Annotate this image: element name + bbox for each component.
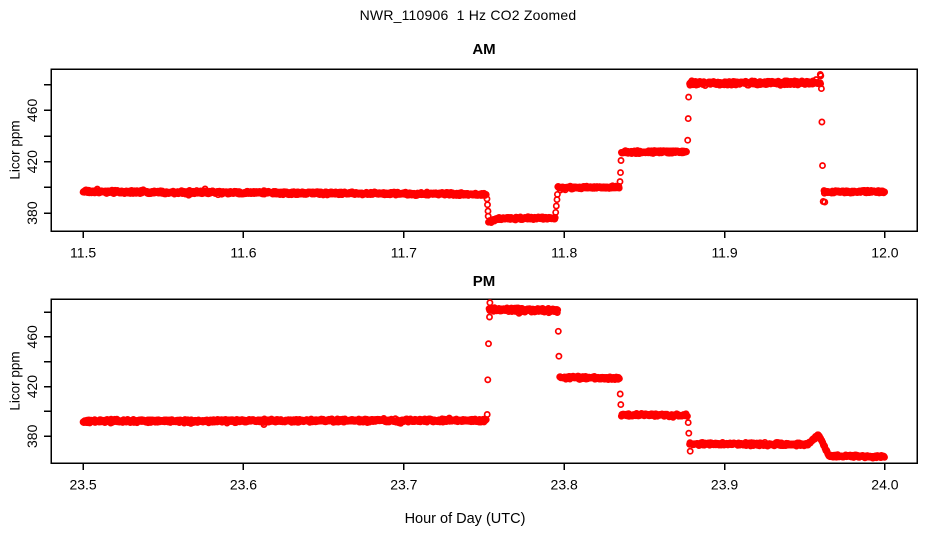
y-tick-label: 420: [24, 150, 40, 174]
x-tick-label: 23.5: [69, 477, 96, 493]
panel-title-am: AM: [472, 41, 496, 58]
x-tick-label: 11.5: [70, 245, 96, 261]
x-tick-label: 11.7: [391, 245, 417, 261]
y-tick-label: 380: [24, 201, 40, 225]
plot-frame-pm: [50, 298, 918, 464]
x-axis-pm: 23.5 23.6 23.7 23.8 23.9 24.0: [69, 463, 899, 493]
x-tick-label: 11.6: [230, 245, 256, 261]
y-axis-am: 380 420 460: [24, 84, 51, 225]
x-tick-label: 23.9: [711, 477, 738, 493]
figure-title: NWR_110906 1 Hz CO2 Zoomed: [359, 7, 577, 23]
x-axis-am: 11.5 11.6 11.7 11.8 11.9 12.0: [70, 231, 899, 261]
x-tick-label: 23.6: [230, 477, 257, 493]
x-tick-label: 11.9: [711, 245, 737, 261]
y-tick-label: 460: [24, 325, 40, 349]
panel-title-pm: PM: [472, 273, 496, 290]
x-axis-label: Hour of Day (UTC): [404, 511, 526, 527]
x-tick-label: 11.8: [551, 245, 577, 261]
y-tick-label: 460: [24, 99, 40, 123]
y-tick-label: 420: [24, 375, 40, 399]
x-tick-label: 23.8: [551, 477, 578, 493]
panel-pm-points: [79, 299, 888, 462]
x-tick-label: 23.7: [390, 477, 417, 493]
x-tick-label: 12.0: [871, 245, 898, 261]
panel-am-points: [79, 71, 889, 226]
y-tick-label: 380: [24, 424, 40, 448]
y-axis-pm: 380 420 460: [24, 311, 51, 448]
x-tick-label: 24.0: [871, 477, 898, 493]
plot-frame-am: [50, 68, 918, 232]
